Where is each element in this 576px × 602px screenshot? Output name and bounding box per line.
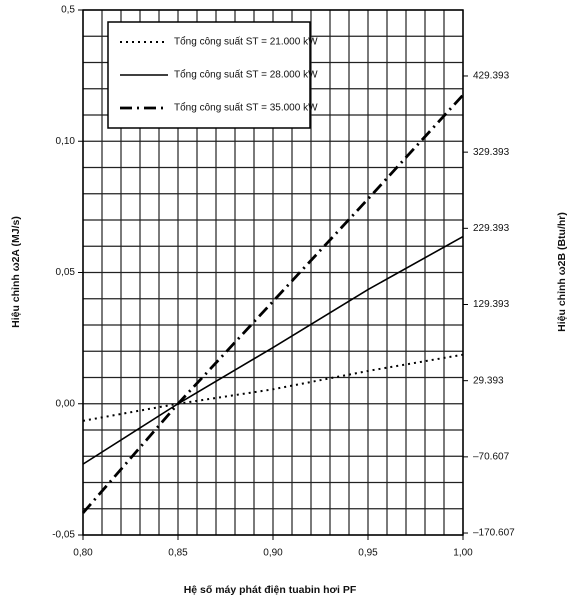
y2-axis-label: Hiệu chỉnh ω2B (Btu/hr) [556,212,568,332]
y2-tick-label: 229.393 [473,223,510,234]
series-line [82,353,464,422]
y2-tick-label: 429.393 [473,71,510,82]
y-tick-label: -0,05 [52,530,75,541]
legend-label: Tổng công suất ST = 21.000 kW [174,36,318,48]
y-tick-label: 0,05 [56,267,76,278]
x-tick-label: 0,95 [358,548,378,559]
x-tick-label: 0,80 [73,548,93,559]
y-tick-label: 0,10 [56,136,76,147]
x-axis-label: Hệ số máy phát điện tuabin hơi PF [184,584,357,596]
y-axis-label: Hiệu chỉnh ω2A (MJ/s) [10,216,22,328]
y2-tick-label: 29.393 [473,375,504,386]
y2-tick-label: –70.607 [473,451,510,462]
legend-label: Tổng công suất ST = 28.000 kW [174,69,318,81]
x-tick-label: 1,00 [453,548,473,559]
y2-tick-label: –170.607 [473,528,515,539]
x-tick-label: 0,90 [263,548,283,559]
y-tick-label: 0,00 [56,398,76,409]
y2-tick-label: 329.393 [473,147,510,158]
y-tick-label: 0,5 [61,5,75,16]
y2-tick-label: 129.393 [473,299,510,310]
legend-label: Tổng công suất ST = 35.000 kW [174,102,318,114]
series-line [81,94,465,514]
series-line [82,235,464,465]
x-tick-label: 0,85 [168,548,188,559]
